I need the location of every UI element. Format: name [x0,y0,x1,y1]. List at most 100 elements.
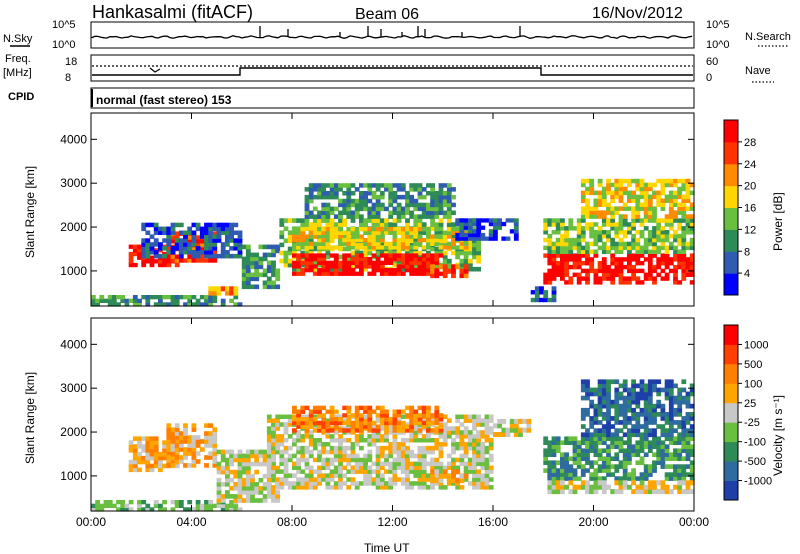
heatmap-cell [652,489,657,495]
heatmap-cell [178,250,184,255]
heatmap-cell [463,273,469,279]
heatmap-cell [606,391,611,397]
heatmap-cell [392,210,398,215]
heatmap-cell [312,271,318,276]
heatmap-cell [350,241,356,246]
heatmap-cell [220,465,226,471]
heatmap-cell [141,455,147,461]
heatmap-cell [220,482,226,487]
heatmap-cell [488,218,494,223]
heatmap-cell [392,477,398,482]
heatmap-cell [576,476,582,481]
heatmap-cell [333,271,339,276]
heatmap-cell [392,226,398,231]
heatmap-cell [631,222,636,227]
heatmap-cell [430,485,435,490]
heatmap-cell [191,423,197,428]
heatmap-cell [593,452,599,457]
heatmap-cell [580,214,586,219]
heatmap-cell [304,473,310,478]
heatmap-cell [287,473,293,478]
heatmap-cell [639,440,645,445]
heatmap-cell [195,439,201,444]
heatmap-cell [647,253,653,258]
heatmap-cell [673,399,678,405]
heatmap-cell [660,261,666,266]
heatmap-cell [639,432,645,438]
heatmap-cell [631,416,636,421]
heatmap-cell [631,395,636,401]
heatmap-cell [476,473,481,478]
heatmap-cell [312,445,318,451]
heatmap-cell [312,214,318,219]
heatmap-cell [639,230,645,235]
heatmap-cell [279,242,285,248]
heatmap-cell [572,241,578,247]
heatmap-cell [685,230,691,235]
heatmap-cell [216,498,222,503]
heatmap-cell [191,447,197,452]
heatmap-cell [618,484,624,490]
heatmap-cell [384,420,389,426]
heatmap-cell [656,489,662,495]
heatmap-cell [333,445,339,451]
heatmap-cell [275,481,281,486]
heatmap-cell [132,262,138,268]
heatmap-cell [287,258,293,264]
heatmap-cell [296,430,301,435]
heatmap-cell [304,245,310,250]
heatmap-cell [128,444,134,449]
heatmap-cell [120,507,126,512]
cpid-label: CPID [8,91,34,103]
heatmap-cell [585,186,590,192]
heatmap-cell [673,276,678,281]
heatmap-cell [195,302,201,307]
heatmap-cell [266,490,272,495]
heatmap-cell [300,268,306,273]
heatmap-cell [664,436,670,441]
heatmap-cell [342,206,348,212]
heatmap-cell [174,298,180,303]
heatmap-cell [434,194,440,200]
heatmap-cell [656,387,662,393]
heatmap-cell [446,214,452,219]
heatmap-cell [375,198,381,204]
heatmap-cell [396,449,402,455]
heatmap-cell [162,295,167,300]
heatmap-cell [388,445,394,451]
heatmap-cell [300,222,306,227]
heatmap-cell [610,424,616,429]
heatmap-cell [233,503,239,508]
heatmap-cell [149,242,155,247]
heatmap-cell [208,242,214,247]
heatmap-cell [543,293,549,299]
heatmap-cell [467,445,473,451]
heatmap-cell [660,448,666,453]
heatmap-cell [656,194,662,200]
heatmap-cell [551,452,557,457]
heatmap-cell [421,461,427,467]
heatmap-cell [673,280,678,285]
heatmap-cell [287,414,293,419]
heatmap-cell [174,440,180,445]
heatmap-cell [656,178,662,184]
heatmap-cell [405,202,410,208]
heatmap-cell [350,424,356,429]
heatmap-cell [279,434,285,439]
heatmap-cell [664,412,670,417]
heatmap-cell [195,222,201,228]
heatmap-cell [622,202,628,207]
heatmap-cell [597,448,603,453]
heatmap-cell [308,238,314,244]
heatmap-cell [153,455,159,461]
heatmap-cell [350,238,356,244]
heatmap-cell [287,434,293,439]
heatmap-cell [438,183,444,188]
heatmap-cell [606,448,611,453]
heatmap-cell [434,465,440,470]
heatmap-cell [455,418,461,423]
heatmap-cell [677,412,683,417]
heatmap-cell [442,245,448,250]
heatmap-cell [681,420,687,425]
heatmap-cell [346,461,352,467]
